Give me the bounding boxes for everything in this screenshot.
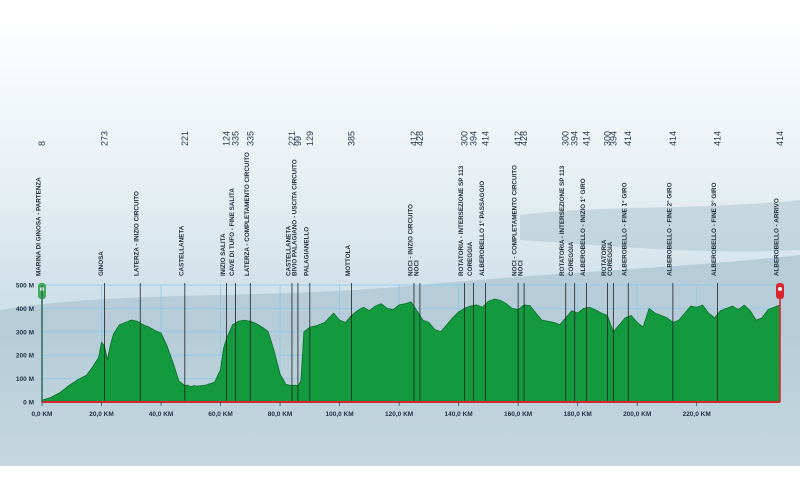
marker-altitude-5: 335 xyxy=(230,131,240,146)
marker-altitude-17: 428 xyxy=(519,131,529,146)
y-tick-label-4: 400 M xyxy=(16,306,34,313)
finish-marker-dot xyxy=(778,287,782,291)
marker-location-1: GINOSA xyxy=(98,251,105,276)
marker-location-0: MARINA DI GINOSA - PARTENZA xyxy=(36,177,43,276)
y-tick-label-1: 100 M xyxy=(16,376,34,383)
marker-location-6: LATERZA - COMPLETAMENTO CIRCUITO xyxy=(244,152,251,276)
marker-altitude-4: 124 xyxy=(222,131,232,146)
marker-location-19: COREGGIA xyxy=(568,241,575,276)
marker-location-22: COREGGIA xyxy=(607,241,614,276)
marker-altitude-23: 414 xyxy=(623,131,633,146)
marker-location-23: ALBEROBELLO - FINE 1° GIRO xyxy=(621,182,629,276)
x-tick-label-4: 80,0 KM xyxy=(268,411,293,418)
marker-location-18: ROTATORIA - INTERSEZIONE SP 113 xyxy=(559,165,566,276)
marker-location-17: NOCI xyxy=(518,260,525,276)
marker-location-10: MOTTOLA xyxy=(345,245,352,276)
marker-location-15: ALBEROBELLO 1° PASSAGGIO xyxy=(478,181,486,276)
x-tick-label-9: 180,0 KM xyxy=(564,411,592,418)
marker-altitude-14: 394 xyxy=(468,131,478,146)
marker-altitude-7: 221 xyxy=(287,131,297,146)
y-tick-label-0: 0 M xyxy=(23,400,34,407)
x-tick-label-1: 20,0 KM xyxy=(89,411,114,418)
marker-location-25: ALBEROBELLO - FINE 3° GIRO xyxy=(710,182,718,276)
marker-location-20: ALBEROBELLO - INIZIO 1° GIRO xyxy=(579,178,587,276)
marker-altitude-3: 221 xyxy=(180,131,190,146)
marker-altitude-22: 394 xyxy=(608,131,618,146)
marker-altitude-12: 428 xyxy=(415,131,425,146)
marker-altitude-9: 129 xyxy=(305,131,315,146)
marker-altitude-25: 414 xyxy=(713,131,723,146)
marker-altitude-20: 414 xyxy=(582,131,592,146)
x-tick-label-8: 160,0 KM xyxy=(504,411,532,418)
marker-altitude-8: 99 xyxy=(293,136,303,146)
marker-location-4: INIZIO SALITA xyxy=(220,233,227,276)
marker-location-26: ALBEROBELLO - ARRIVO xyxy=(774,198,781,276)
x-tick-label-5: 100,0 KM xyxy=(325,411,353,418)
marker-altitude-11: 412 xyxy=(409,131,419,146)
marker-location-24: ALBEROBELLO - FINE 2° GIRO xyxy=(665,182,673,276)
marker-altitude-13: 300 xyxy=(460,131,470,146)
marker-location-3: CASTELLANETA xyxy=(178,225,185,276)
marker-location-12: NOCI xyxy=(413,260,420,276)
marker-location-7: CASTELLANETA xyxy=(285,225,292,276)
y-tick-label-5: 500 M xyxy=(16,283,34,290)
x-tick-label-11: 220,0 KM xyxy=(683,411,711,418)
marker-altitude-24: 414 xyxy=(668,131,678,146)
marker-altitude-6: 335 xyxy=(245,131,255,146)
marker-location-2: LATERZA - INIZIO CIRCUITO xyxy=(134,191,141,276)
location-markers: 8 MARINA DI GINOSA - PARTENZA 273 GINOSA LAT… xyxy=(36,131,785,402)
x-tick-label-2: 40,0 KM xyxy=(149,411,174,418)
x-tick-label-10: 200,0 KM xyxy=(623,411,651,418)
marker-altitude-19: 394 xyxy=(570,131,580,146)
marker-location-13: ROTATORIA - INTERSEZIONE SP 113 xyxy=(458,165,465,276)
marker-location-11: NOCI - INIZIO CIRCUITO xyxy=(407,204,414,276)
marker-location-9: PALAGIANELLO xyxy=(303,227,310,276)
marker-altitude-16: 412 xyxy=(513,131,523,146)
marker-location-21: ROTATORIA xyxy=(601,239,608,276)
x-tick-label-7: 140,0 KM xyxy=(445,411,473,418)
marker-altitude-21: 300 xyxy=(602,131,612,146)
marker-altitude-1: 273 xyxy=(99,131,109,146)
marker-altitude-26: 414 xyxy=(775,131,785,146)
x-tick-label-0: 0,0 KM xyxy=(32,411,53,418)
marker-location-8: BIVIO PALAGIANO - USCITA CIRCUITO xyxy=(291,159,298,276)
x-tick-label-6: 120,0 KM xyxy=(385,411,413,418)
marker-altitude-18: 300 xyxy=(561,131,571,146)
y-tick-label-3: 300 M xyxy=(16,329,34,336)
marker-location-5: CAVE DI TUFO - FINE SALITA xyxy=(229,188,236,276)
x-tick-label-3: 60,0 KM xyxy=(208,411,233,418)
y-tick-label-2: 200 M xyxy=(16,353,34,360)
marker-altitude-0: 8 xyxy=(37,141,47,146)
marker-location-16: NOCI - COMPLETAMENTO CIRCUITO xyxy=(512,165,519,276)
marker-altitude-15: 414 xyxy=(480,131,490,146)
marker-altitude-10: 385 xyxy=(346,131,356,146)
chart-axes: 0 M 100 M 200 M 300 M 400 M 500 M 0,0 KM 20,0 K… xyxy=(16,283,780,418)
marker-location-14: COREGGIA xyxy=(467,241,474,276)
